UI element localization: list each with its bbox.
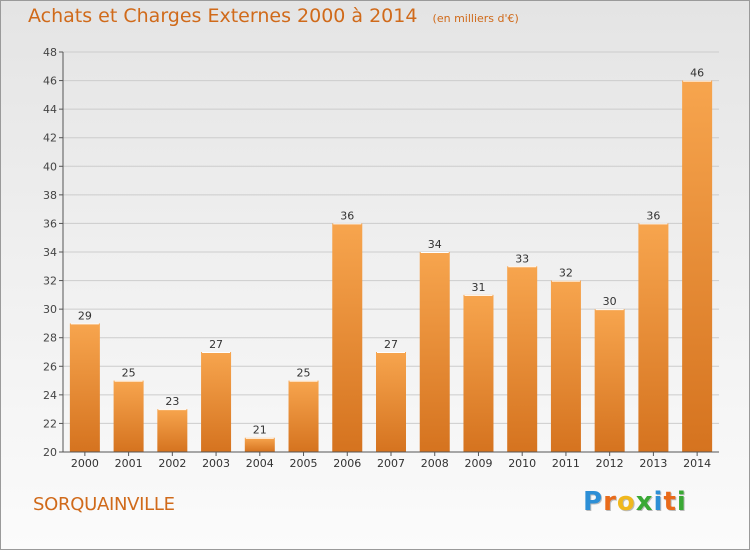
x-tick-label: 2001 bbox=[115, 457, 143, 470]
x-tick-label: 2006 bbox=[333, 457, 361, 470]
x-tick-label: 2009 bbox=[464, 457, 492, 470]
data-label: 21 bbox=[253, 424, 267, 437]
data-label: 36 bbox=[340, 209, 354, 222]
y-tick-label: 22 bbox=[43, 417, 57, 430]
bar-2014 bbox=[682, 80, 713, 453]
x-tick-label: 2007 bbox=[377, 457, 405, 470]
chart-subtitle: (en milliers d'€) bbox=[432, 12, 519, 25]
data-label: 25 bbox=[122, 367, 136, 380]
x-tick-label: 2004 bbox=[246, 457, 274, 470]
location-name: SORQUAINVILLE bbox=[33, 494, 175, 515]
x-tick-label: 2012 bbox=[596, 457, 624, 470]
bar-2011 bbox=[550, 280, 581, 452]
x-tick-label: 2002 bbox=[158, 457, 186, 470]
y-tick-label: 32 bbox=[43, 275, 57, 288]
data-label: 27 bbox=[384, 338, 398, 351]
data-label: 33 bbox=[515, 252, 529, 265]
brand-letter: x bbox=[635, 487, 654, 517]
y-tick-label: 20 bbox=[43, 446, 57, 459]
data-label: 36 bbox=[646, 209, 660, 222]
y-tick-label: 46 bbox=[43, 75, 57, 88]
y-tick-label: 40 bbox=[43, 160, 57, 173]
axis-layer: 20 22 24 26 28 30 32 34 36 38 40 42 44 46 48 2000 2001 20… bbox=[43, 46, 719, 470]
bar-2006 bbox=[332, 223, 363, 452]
data-label: 27 bbox=[209, 338, 223, 351]
bar-2013 bbox=[638, 223, 669, 452]
bar-2009 bbox=[463, 294, 494, 452]
bar-2008 bbox=[419, 252, 450, 452]
x-tick-label: 2010 bbox=[508, 457, 536, 470]
bar-2000 bbox=[69, 323, 100, 452]
y-tick-label: 48 bbox=[43, 46, 57, 59]
x-tick-label: 2000 bbox=[71, 457, 99, 470]
chart-title: Achats et Charges Externes 2000 à 2014 bbox=[28, 5, 418, 27]
brand-letter: i bbox=[676, 487, 687, 517]
bar-2005 bbox=[288, 380, 319, 452]
title-row: Achats et Charges Externes 2000 à 2014 (… bbox=[28, 5, 519, 27]
data-label: 29 bbox=[78, 309, 92, 322]
x-tick-label: 2013 bbox=[639, 457, 667, 470]
bar-layer bbox=[69, 80, 713, 453]
data-label: 25 bbox=[297, 367, 311, 380]
data-label: 30 bbox=[603, 295, 617, 308]
y-tick-label: 34 bbox=[43, 246, 57, 259]
bar-2002 bbox=[157, 409, 188, 452]
brand-letter: i bbox=[653, 487, 664, 517]
x-tick-label: 2005 bbox=[290, 457, 318, 470]
x-tick-label: 2003 bbox=[202, 457, 230, 470]
y-tick-label: 24 bbox=[43, 389, 57, 402]
brand-letter: o bbox=[616, 487, 636, 517]
brand-letter: r bbox=[603, 487, 617, 517]
y-tick-label: 26 bbox=[43, 360, 57, 373]
brand-letter: t bbox=[663, 487, 677, 517]
data-label: 46 bbox=[690, 67, 704, 80]
brand-letter: P bbox=[583, 487, 604, 517]
bar-2001 bbox=[113, 380, 144, 452]
y-tick-label: 30 bbox=[43, 303, 57, 316]
y-tick-label: 36 bbox=[43, 217, 57, 230]
bar-2010 bbox=[507, 266, 538, 452]
bar-2007 bbox=[376, 352, 406, 452]
y-tick-label: 44 bbox=[43, 103, 57, 116]
data-label: 23 bbox=[165, 395, 179, 408]
bar-2003 bbox=[201, 352, 232, 452]
label-layer: 29 25 23 27 21 25 36 27 34 31 33 32 30 36 46 bbox=[78, 67, 704, 437]
data-label: 34 bbox=[428, 238, 442, 251]
y-tick-label: 28 bbox=[43, 332, 57, 345]
brand-logo: Proxiti bbox=[583, 487, 687, 517]
bar-2012 bbox=[594, 309, 625, 452]
data-label: 32 bbox=[559, 267, 573, 280]
x-tick-label: 2014 bbox=[683, 457, 711, 470]
bar-2004 bbox=[244, 437, 275, 452]
y-tick-label: 42 bbox=[43, 132, 57, 145]
y-tick-label: 38 bbox=[43, 189, 57, 202]
data-label: 31 bbox=[471, 281, 485, 294]
x-tick-label: 2011 bbox=[552, 457, 580, 470]
x-tick-label: 2008 bbox=[421, 457, 449, 470]
